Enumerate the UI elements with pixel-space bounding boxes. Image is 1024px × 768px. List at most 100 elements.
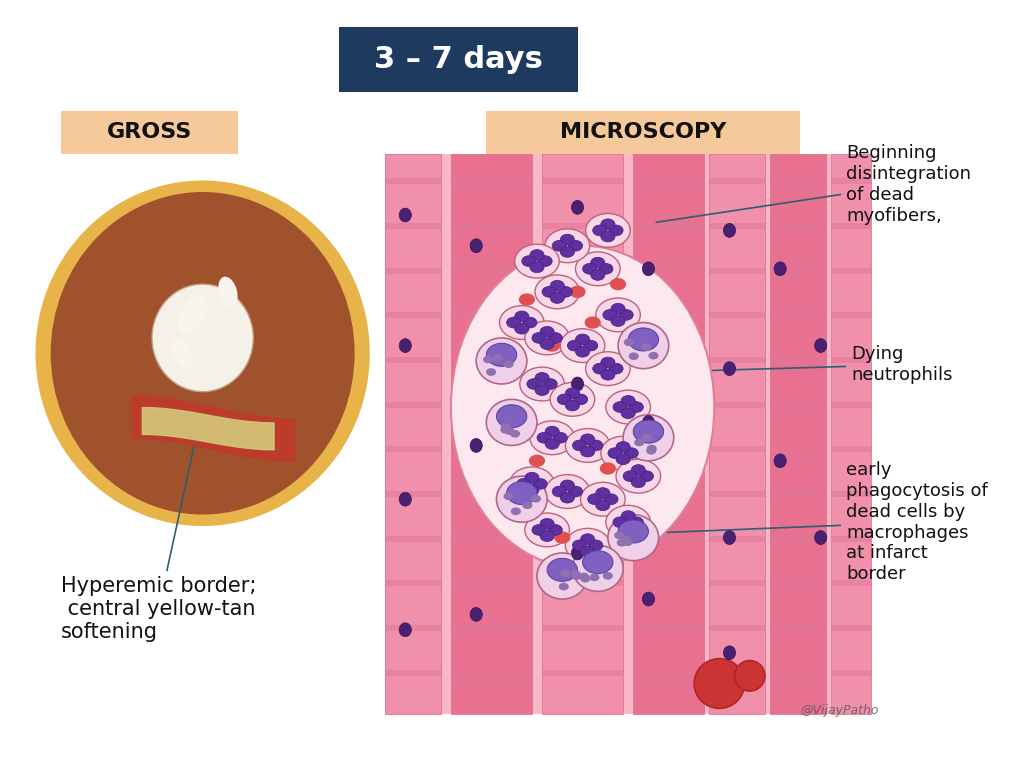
Circle shape bbox=[529, 421, 574, 455]
Text: Beginning
disintegration
of dead
myofibers,: Beginning disintegration of dead myofibe… bbox=[656, 144, 971, 224]
Ellipse shape bbox=[171, 339, 194, 368]
Circle shape bbox=[616, 539, 627, 547]
Bar bbox=[385, 491, 440, 497]
Circle shape bbox=[540, 518, 554, 529]
Text: MICROSCOPY: MICROSCOPY bbox=[560, 122, 727, 143]
Circle shape bbox=[535, 372, 549, 383]
Circle shape bbox=[575, 334, 590, 345]
Text: @VijayPatho: @VijayPatho bbox=[801, 704, 879, 717]
Circle shape bbox=[510, 430, 520, 438]
Bar bbox=[830, 625, 871, 631]
Circle shape bbox=[593, 363, 607, 374]
Bar bbox=[542, 223, 624, 229]
Circle shape bbox=[507, 317, 521, 328]
Circle shape bbox=[568, 240, 583, 251]
Ellipse shape bbox=[723, 362, 735, 376]
Circle shape bbox=[519, 293, 535, 306]
Bar bbox=[710, 535, 765, 541]
Circle shape bbox=[611, 316, 625, 326]
Bar bbox=[633, 313, 705, 319]
Bar bbox=[830, 402, 871, 408]
Bar bbox=[385, 357, 440, 363]
Ellipse shape bbox=[399, 623, 412, 637]
Circle shape bbox=[565, 429, 610, 462]
Bar bbox=[451, 670, 531, 676]
Bar bbox=[385, 402, 440, 408]
Circle shape bbox=[483, 356, 494, 363]
Bar bbox=[770, 581, 825, 587]
Circle shape bbox=[532, 478, 547, 489]
Circle shape bbox=[622, 523, 635, 534]
Ellipse shape bbox=[694, 659, 744, 708]
Circle shape bbox=[613, 402, 627, 412]
Circle shape bbox=[581, 574, 591, 582]
Circle shape bbox=[604, 494, 618, 505]
Bar bbox=[633, 535, 705, 541]
Bar bbox=[385, 178, 440, 184]
Circle shape bbox=[642, 434, 652, 442]
Circle shape bbox=[572, 440, 587, 451]
Bar bbox=[830, 581, 871, 587]
Ellipse shape bbox=[571, 200, 584, 214]
Bar bbox=[770, 267, 825, 273]
Bar bbox=[710, 223, 765, 229]
Circle shape bbox=[550, 293, 564, 303]
Circle shape bbox=[520, 367, 564, 401]
Bar bbox=[633, 402, 705, 408]
Ellipse shape bbox=[642, 262, 654, 276]
Circle shape bbox=[596, 298, 640, 332]
Ellipse shape bbox=[399, 339, 412, 353]
Circle shape bbox=[601, 369, 615, 380]
Circle shape bbox=[631, 465, 645, 475]
Ellipse shape bbox=[218, 276, 238, 307]
Circle shape bbox=[608, 448, 623, 458]
Circle shape bbox=[622, 511, 635, 521]
Bar bbox=[451, 178, 531, 184]
Bar bbox=[451, 223, 531, 229]
Bar bbox=[710, 625, 765, 631]
Circle shape bbox=[616, 459, 660, 493]
FancyBboxPatch shape bbox=[339, 27, 578, 92]
Circle shape bbox=[507, 482, 537, 505]
Bar bbox=[385, 267, 440, 273]
Circle shape bbox=[633, 420, 664, 443]
Circle shape bbox=[529, 262, 544, 273]
Circle shape bbox=[641, 343, 651, 351]
Circle shape bbox=[603, 310, 617, 320]
Circle shape bbox=[575, 346, 590, 357]
Circle shape bbox=[606, 505, 650, 539]
Ellipse shape bbox=[774, 262, 786, 276]
Bar bbox=[385, 535, 440, 541]
Bar bbox=[451, 535, 531, 541]
Circle shape bbox=[584, 340, 598, 351]
Circle shape bbox=[537, 432, 551, 443]
Circle shape bbox=[568, 486, 583, 497]
Text: 3 – 7 days: 3 – 7 days bbox=[374, 45, 543, 74]
Bar bbox=[542, 267, 624, 273]
Ellipse shape bbox=[50, 192, 354, 515]
Bar bbox=[633, 625, 705, 631]
Bar bbox=[542, 154, 624, 714]
Ellipse shape bbox=[723, 531, 735, 545]
Circle shape bbox=[501, 423, 511, 431]
Bar bbox=[770, 402, 825, 408]
Circle shape bbox=[557, 394, 571, 405]
Circle shape bbox=[621, 536, 631, 544]
Bar bbox=[542, 491, 624, 497]
Text: Dying
neutrophils: Dying neutrophils bbox=[646, 346, 952, 384]
Ellipse shape bbox=[642, 415, 654, 429]
Circle shape bbox=[624, 448, 638, 458]
Circle shape bbox=[552, 240, 566, 251]
Circle shape bbox=[552, 486, 566, 497]
Circle shape bbox=[573, 394, 588, 405]
Bar bbox=[385, 625, 440, 631]
Bar bbox=[770, 670, 825, 676]
Circle shape bbox=[515, 311, 528, 322]
Circle shape bbox=[511, 508, 521, 515]
Circle shape bbox=[614, 531, 625, 539]
Bar bbox=[770, 535, 825, 541]
Ellipse shape bbox=[571, 546, 584, 560]
Bar bbox=[385, 154, 440, 714]
Circle shape bbox=[579, 573, 589, 581]
Circle shape bbox=[553, 432, 567, 443]
